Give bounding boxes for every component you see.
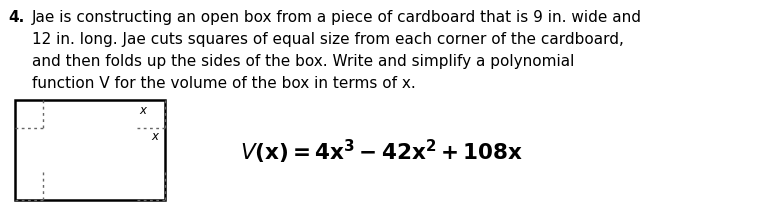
Bar — [15, 100, 165, 200]
Text: x: x — [139, 104, 146, 117]
Text: 12 in. long. Jae cuts squares of equal size from each corner of the cardboard,: 12 in. long. Jae cuts squares of equal s… — [32, 32, 624, 47]
Text: Jae is constructing an open box from a piece of cardboard that is 9 in. wide and: Jae is constructing an open box from a p… — [32, 10, 642, 25]
Text: function V for the volume of the box in terms of x.: function V for the volume of the box in … — [32, 76, 416, 91]
Text: and then folds up the sides of the box. Write and simplify a polynomial: and then folds up the sides of the box. … — [32, 54, 575, 69]
Text: $\bf{\mathit{V}(x) = 4x^3 - 42x^2 + 108x}$: $\bf{\mathit{V}(x) = 4x^3 - 42x^2 + 108x… — [240, 138, 523, 166]
Text: x: x — [151, 130, 158, 143]
Text: 4.: 4. — [8, 10, 24, 25]
